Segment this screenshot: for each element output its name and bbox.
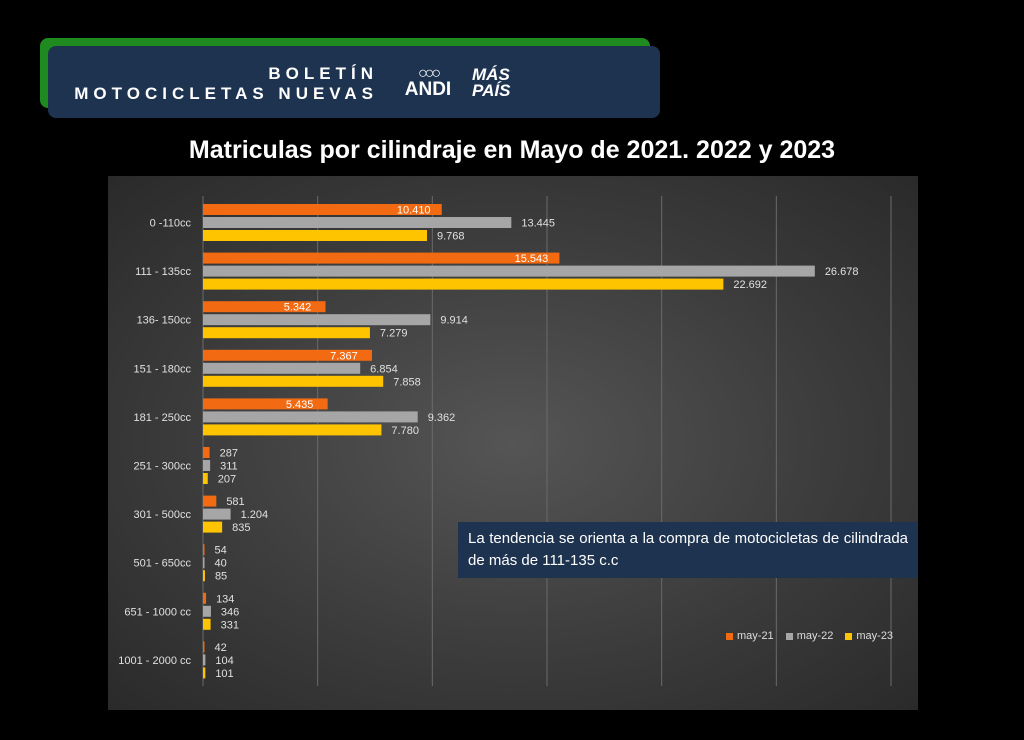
data-label-may-22: 311 — [220, 461, 238, 473]
category-label: 301 - 500cc — [134, 509, 192, 521]
header-banner — [48, 46, 660, 118]
bar-may-22 — [203, 654, 206, 666]
category-label: 501 - 650cc — [134, 558, 192, 570]
bar-may-22 — [203, 314, 431, 326]
bar-may-21 — [203, 301, 326, 313]
bulletin-line-1: BOLETÍN — [268, 64, 378, 83]
trend-note: La tendencia se orienta a la compra de m… — [458, 522, 918, 578]
data-label-may-22: 13.445 — [521, 218, 555, 230]
bulletin-title: BOLETÍN MOTOCICLETAS NUEVAS — [68, 64, 378, 104]
bar-may-22 — [203, 557, 205, 569]
bar-may-21 — [203, 204, 442, 215]
data-label-may-21: 5.435 — [286, 399, 314, 411]
legend-label-may-23: may-23 — [856, 630, 894, 642]
chart-legend: may-21 may-22 may-23 — [726, 630, 893, 642]
legend-swatch-may-23 — [845, 632, 853, 640]
bar-may-21 — [203, 398, 328, 410]
data-label-may-21: 10.410 — [397, 205, 431, 217]
legend-label-may-21: may-21 — [737, 630, 774, 642]
category-label: 136- 150cc — [137, 315, 192, 327]
bar-may-21 — [203, 447, 210, 458]
bulletin-line-2: MOTOCICLETAS NUEVAS — [74, 84, 378, 103]
data-label-may-22: 9.362 — [428, 412, 456, 424]
data-label-may-21: 7.367 — [330, 350, 358, 362]
bar-may-21 — [203, 592, 207, 604]
data-label-may-22: 9.914 — [440, 315, 468, 327]
bar-may-23 — [203, 521, 223, 533]
bar-may-23 — [203, 375, 384, 387]
data-label-may-23: 85 — [215, 571, 227, 583]
andi-logo-text: ANDI — [404, 79, 452, 100]
bar-chart: 0 -110cc 10.410 13.445 9.768 111 - 135cc 15.5… — [118, 196, 892, 686]
data-label-may-23: 835 — [232, 522, 250, 534]
legend-swatch-may-21 — [726, 632, 733, 640]
bar-may-23 — [203, 327, 370, 339]
data-label-may-23: 7.780 — [391, 425, 419, 437]
bar-may-23 — [203, 473, 208, 484]
data-label-may-23: 331 — [221, 619, 239, 631]
data-label-may-21: 134 — [216, 593, 234, 605]
data-label-may-22: 6.854 — [370, 363, 398, 375]
category-label: 151 - 180cc — [134, 363, 192, 375]
bar-may-22 — [203, 508, 231, 520]
data-label-may-21: 15.543 — [515, 253, 549, 265]
data-label-may-21: 5.342 — [284, 302, 312, 314]
bar-may-21 — [203, 641, 205, 653]
mas-pais-logo: MÁS PAÍS — [472, 65, 511, 100]
chart-title: Matriculas por cilindraje en Mayo de 202… — [188, 136, 836, 164]
mas-pais-line-2: PAÍS — [472, 81, 511, 100]
data-label-may-22: 40 — [215, 558, 227, 570]
bar-may-22 — [203, 217, 512, 228]
data-label-may-22: 26.678 — [825, 266, 859, 278]
bar-may-22 — [203, 362, 361, 374]
bar-may-22 — [203, 265, 815, 277]
data-label-may-22: 346 — [221, 606, 239, 618]
bar-may-21 — [203, 349, 372, 361]
data-label-may-21: 287 — [220, 448, 238, 460]
bar-may-22 — [203, 411, 418, 423]
legend-item-may-23: may-23 — [845, 630, 893, 642]
data-label-may-21: 581 — [226, 496, 244, 508]
bar-may-23 — [203, 667, 206, 679]
data-label-may-23: 207 — [218, 474, 236, 486]
legend-swatch-may-22 — [785, 632, 793, 640]
data-label-may-22: 104 — [215, 655, 233, 667]
bar-may-21 — [203, 495, 217, 507]
legend-label-may-22: may-22 — [796, 630, 834, 642]
data-label-may-23: 22.692 — [733, 279, 767, 291]
data-label-may-22: 1.204 — [241, 509, 269, 521]
bar-may-23 — [203, 278, 724, 290]
bar-may-23 — [203, 570, 205, 582]
category-label: 111 - 135cc — [135, 266, 191, 278]
data-label-may-21: 54 — [215, 545, 227, 557]
andi-rings-icon: ○○○ — [418, 65, 441, 82]
bar-may-21 — [203, 544, 205, 556]
andi-logo: ○○○ ANDI — [398, 65, 458, 100]
mas-pais-line-1: MÁS — [472, 65, 510, 84]
bar-may-23 — [203, 230, 428, 241]
bar-may-22 — [203, 605, 211, 617]
bar-may-23 — [203, 424, 382, 436]
bar-may-22 — [203, 460, 211, 471]
data-label-may-23: 9.768 — [437, 231, 465, 243]
bar-may-23 — [203, 618, 211, 630]
chart-area: 0 -110cc 10.410 13.445 9.768 111 - 135cc 15.5… — [108, 176, 918, 710]
legend-item-may-22: may-22 — [785, 630, 834, 642]
category-label: 1001 - 2000 cc — [118, 655, 191, 667]
category-label: 651 - 1000 cc — [124, 606, 191, 618]
category-label: 0 -110cc — [150, 218, 192, 230]
data-label-may-23: 101 — [215, 668, 233, 680]
data-label-may-21: 42 — [215, 642, 227, 654]
data-label-may-23: 7.858 — [393, 376, 421, 388]
data-label-may-23: 7.279 — [380, 328, 408, 340]
bar-may-21 — [203, 252, 560, 264]
category-label: 181 - 250cc — [134, 412, 192, 424]
legend-item-may-21: may-21 — [726, 630, 774, 642]
category-label: 251 - 300cc — [134, 461, 192, 473]
